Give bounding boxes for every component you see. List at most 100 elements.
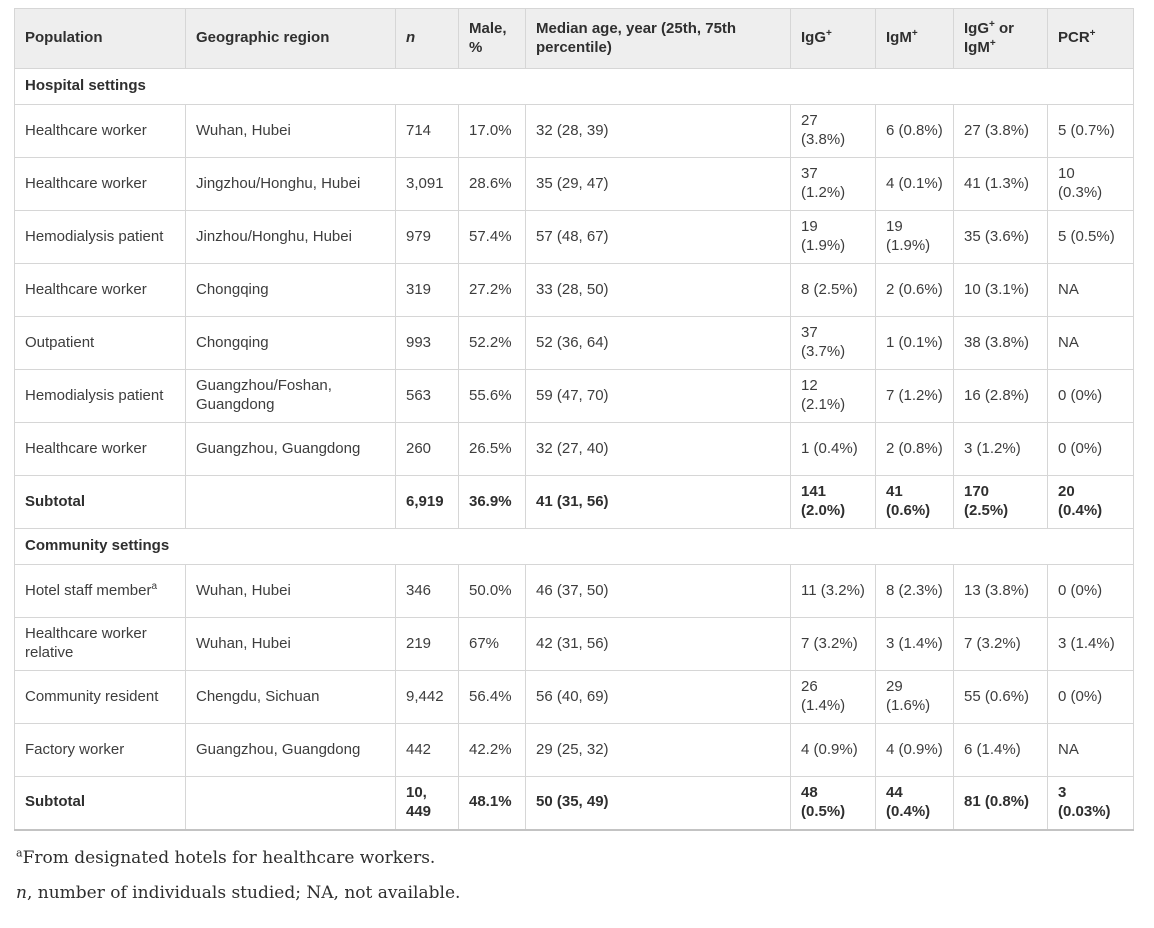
- footnote-lead: n: [16, 883, 27, 904]
- cell-region: Wuhan, Hubei: [185, 617, 396, 671]
- cell-igg-or-igm: 10 (3.1%): [953, 263, 1048, 317]
- cell-median-age: 41 (31, 56): [525, 475, 791, 529]
- column-header-male-percent: Male, %: [458, 8, 526, 69]
- header-label: Male, %: [469, 19, 507, 56]
- cell-median-age: 56 (40, 69): [525, 670, 791, 724]
- footnote-text: From designated hotels for healthcare wo…: [22, 847, 436, 868]
- table-row: Healthcare worker Wuhan, Hubei 714 17.0%…: [14, 104, 1134, 158]
- cell-igg: 26 (1.4%): [790, 670, 876, 724]
- cell-igm: 2 (0.6%): [875, 263, 954, 317]
- cell-pcr: 3 (1.4%): [1047, 617, 1134, 671]
- cell-region: [185, 776, 396, 831]
- cell-n: 9,442: [395, 670, 459, 724]
- cell-median-age: 57 (48, 67): [525, 210, 791, 264]
- cell-pcr: 5 (0.5%): [1047, 210, 1134, 264]
- cell-igg: 27 (3.8%): [790, 104, 876, 158]
- population-label: Community resident: [25, 687, 159, 705]
- cell-male-percent: 55.6%: [458, 369, 526, 423]
- section-title: Hospital settings: [14, 68, 1134, 105]
- header-label: or IgM: [964, 19, 1015, 56]
- cell-igg-or-igm: 3 (1.2%): [953, 422, 1048, 476]
- cell-igm: 3 (1.4%): [875, 617, 954, 671]
- cell-n: 319: [395, 263, 459, 317]
- cell-igm: 29 (1.6%): [875, 670, 954, 724]
- cell-igg: 4 (0.9%): [790, 723, 876, 777]
- cell-pcr: 0 (0%): [1047, 369, 1134, 423]
- cell-male-percent: 56.4%: [458, 670, 526, 724]
- cell-n: 993: [395, 316, 459, 370]
- cell-igg: 141 (2.0%): [790, 475, 876, 529]
- cell-igg: 19 (1.9%): [790, 210, 876, 264]
- header-label: Median age, year (25th, 75th percentile): [536, 19, 737, 56]
- cell-igg-or-igm: 55 (0.6%): [953, 670, 1048, 724]
- cell-pcr: 0 (0%): [1047, 422, 1134, 476]
- cell-region: Jingzhou/Honghu, Hubei: [185, 157, 396, 211]
- cell-population: Healthcare worker relative: [14, 617, 186, 671]
- cell-igm: 4 (0.1%): [875, 157, 954, 211]
- section-title: Community settings: [14, 528, 1134, 565]
- population-label: Hotel staff member: [25, 581, 152, 599]
- cell-n: 3,091: [395, 157, 459, 211]
- cell-population: Healthcare worker: [14, 263, 186, 317]
- table-row: Factory worker Guangzhou, Guangdong 442 …: [14, 723, 1134, 777]
- column-header-igm: IgM+: [875, 8, 954, 69]
- cell-igm: 8 (2.3%): [875, 564, 954, 618]
- cell-igg-or-igm: 6 (1.4%): [953, 723, 1048, 777]
- cell-region: Wuhan, Hubei: [185, 564, 396, 618]
- cell-median-age: 32 (28, 39): [525, 104, 791, 158]
- cell-subtotal-label: Subtotal: [14, 475, 186, 529]
- cell-region: Guangzhou/Foshan, Guangdong: [185, 369, 396, 423]
- cell-male-percent: 28.6%: [458, 157, 526, 211]
- population-label: Healthcare worker: [25, 121, 147, 139]
- cell-igg: 11 (3.2%): [790, 564, 876, 618]
- plus-superscript: +: [1089, 28, 1096, 40]
- cell-median-age: 42 (31, 56): [525, 617, 791, 671]
- population-label: Healthcare worker relative: [25, 625, 147, 661]
- section-row-community-settings: Community settings: [14, 528, 1134, 565]
- cell-n: 219: [395, 617, 459, 671]
- column-header-igg-or-igm: IgG+ or IgM+: [953, 8, 1048, 69]
- cell-igg-or-igm: 38 (3.8%): [953, 316, 1048, 370]
- column-header-igg: IgG+: [790, 8, 876, 69]
- cell-pcr: NA: [1047, 316, 1134, 370]
- plus-superscript: +: [911, 28, 918, 40]
- cell-median-age: 35 (29, 47): [525, 157, 791, 211]
- cell-igm: 44 (0.4%): [875, 776, 954, 831]
- cell-pcr: 5 (0.7%): [1047, 104, 1134, 158]
- header-label: Population: [25, 29, 103, 47]
- cell-population: Hotel staff membera: [14, 564, 186, 618]
- cell-population: Healthcare worker: [14, 157, 186, 211]
- cell-igm: 6 (0.8%): [875, 104, 954, 158]
- cell-igm: 19 (1.9%): [875, 210, 954, 264]
- cell-igg: 37 (1.2%): [790, 157, 876, 211]
- cell-igg-or-igm: 16 (2.8%): [953, 369, 1048, 423]
- table-row: Healthcare worker Jingzhou/Honghu, Hubei…: [14, 157, 1134, 211]
- cell-igg-or-igm: 7 (3.2%): [953, 617, 1048, 671]
- cell-igg-or-igm: 35 (3.6%): [953, 210, 1048, 264]
- cell-igg: 12 (2.1%): [790, 369, 876, 423]
- header-label: IgG: [801, 29, 826, 47]
- header-label: IgG: [964, 19, 989, 37]
- plus-superscript: +: [989, 18, 995, 30]
- header-label: PCR: [1058, 29, 1090, 47]
- cell-igm: 7 (1.2%): [875, 369, 954, 423]
- column-header-region: Geographic region: [185, 8, 396, 69]
- cell-male-percent: 36.9%: [458, 475, 526, 529]
- cell-median-age: 32 (27, 40): [525, 422, 791, 476]
- cell-igg-or-igm: 41 (1.3%): [953, 157, 1048, 211]
- table-row: Hemodialysis patient Jinzhou/Honghu, Hub…: [14, 210, 1134, 264]
- cell-igm: 2 (0.8%): [875, 422, 954, 476]
- header-label: n: [406, 29, 416, 47]
- cell-igg: 1 (0.4%): [790, 422, 876, 476]
- cell-n: 979: [395, 210, 459, 264]
- cell-region: Wuhan, Hubei: [185, 104, 396, 158]
- cell-igg-or-igm: 170 (2.5%): [953, 475, 1048, 529]
- header-row: Population Geographic region n Male, % M…: [14, 8, 1134, 69]
- cell-n: 563: [395, 369, 459, 423]
- population-label: Healthcare worker: [25, 280, 147, 298]
- section-row-hospital-settings: Hospital settings: [14, 68, 1134, 105]
- plus-superscript: +: [826, 28, 832, 40]
- cell-pcr: 20 (0.4%): [1047, 475, 1134, 529]
- cell-igg: 37 (3.7%): [790, 316, 876, 370]
- header-label: IgM: [886, 29, 912, 47]
